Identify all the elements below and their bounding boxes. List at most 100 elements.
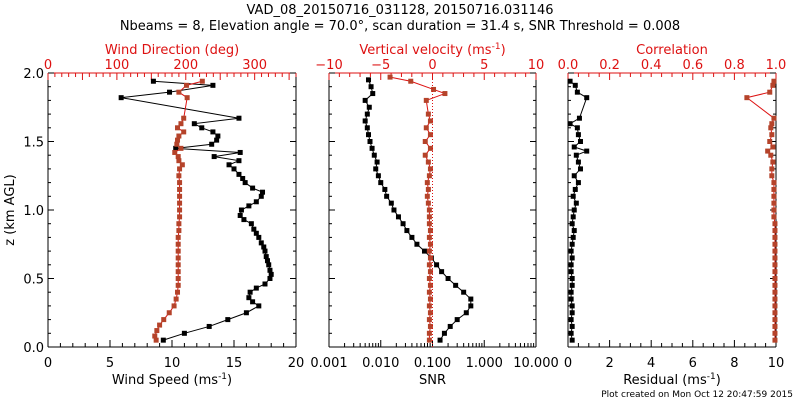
vertical-velocity-point [427, 241, 433, 247]
correlation-point [772, 241, 778, 247]
residual-point [571, 207, 577, 213]
vertical-velocity-point [425, 200, 431, 206]
residual-point [568, 248, 574, 254]
wind-speed-point [160, 337, 166, 343]
correlation-point [765, 148, 771, 154]
snr-point [388, 200, 394, 206]
vertical-velocity-point [426, 207, 432, 213]
y-tick-label: 1.0 [23, 204, 44, 219]
top-x-tick-label: −10 [315, 58, 342, 73]
wind-speed-point [268, 271, 274, 277]
top-x-tick-label: 300 [242, 58, 267, 73]
x-tick-label: 2 [605, 356, 613, 371]
wind-speed-point [238, 207, 244, 213]
snr-point [400, 221, 406, 227]
wind-speed-point [236, 171, 242, 177]
snr-point [453, 282, 459, 288]
snr-point [375, 173, 381, 179]
wind-speed-point [211, 154, 217, 160]
residual-point [572, 82, 578, 88]
vertical-velocity-point [426, 214, 432, 220]
residual-point [571, 228, 577, 234]
top-x-tick-label: 100 [104, 58, 129, 73]
snr-point [437, 337, 443, 343]
snr-point [421, 248, 427, 254]
correlation-point [770, 144, 776, 150]
vertical-velocity-point [426, 221, 432, 227]
correlation-point [768, 152, 774, 158]
vertical-velocity-point [427, 310, 433, 316]
x-tick-label: 10 [164, 356, 181, 371]
x-axis-title: SNR [419, 373, 446, 388]
wind-direction-point [199, 78, 205, 84]
snr-point [362, 97, 368, 103]
residual-point [573, 152, 579, 158]
vertical-velocity-point [408, 78, 414, 84]
x-tick-label: 0 [564, 356, 572, 371]
correlation-point [772, 282, 778, 288]
wind-direction-point [157, 322, 163, 328]
snr-line [364, 79, 472, 341]
wind-speed-point [253, 230, 259, 236]
wind-direction-point [183, 82, 189, 88]
wind-direction-point [175, 282, 181, 288]
vertical-velocity-point [426, 248, 432, 254]
residual-point [569, 303, 575, 309]
wind-speed-point [181, 330, 187, 336]
snr-point [362, 118, 368, 124]
x-tick-label: 1.000 [466, 356, 503, 371]
y-tick-label: 0.5 [23, 273, 44, 288]
snr-point [404, 228, 410, 234]
top-x-tick-label: 0.4 [641, 58, 662, 73]
wind-speed-line [121, 80, 272, 341]
wind-direction-point [173, 296, 179, 302]
wind-direction-point [177, 180, 183, 186]
correlation-point [770, 82, 776, 88]
wind-speed-point [247, 289, 253, 295]
correlation-point [772, 310, 778, 316]
snr-point [374, 159, 380, 165]
snr-point [384, 193, 390, 199]
correlation-point [771, 186, 777, 192]
correlation-point [769, 132, 775, 138]
correlation-point [767, 89, 773, 95]
wind-speed-point [248, 221, 254, 227]
wind-direction-point [177, 214, 183, 220]
snr-point [364, 125, 370, 131]
wind-direction-point [175, 289, 181, 295]
wind-direction-point [178, 145, 184, 151]
top-x-tick-label: 1.0 [766, 58, 787, 73]
vertical-velocity-point [422, 139, 428, 144]
wind-speed-point [253, 199, 259, 205]
correlation-point [772, 255, 778, 261]
vertical-velocity-point [427, 118, 433, 124]
top-x-tick-label: 10 [528, 58, 545, 73]
wind-direction-point [175, 269, 181, 275]
residual-point [584, 95, 590, 101]
correlation-point [771, 200, 777, 206]
wind-speed-point [167, 89, 173, 95]
wind-direction-point [175, 248, 181, 254]
y-axis-label: z (km AGL) [3, 174, 18, 245]
wind-speed-point [266, 262, 272, 268]
wind-speed-point [241, 217, 247, 223]
residual-point [572, 186, 578, 192]
wind-speed-point [250, 185, 256, 191]
wind-speed-point [237, 149, 243, 155]
vertical-velocity-point [423, 97, 429, 103]
wind-direction-point [154, 328, 160, 334]
residual-point [575, 180, 581, 186]
residual-point [584, 148, 590, 154]
wind-speed-point [246, 203, 252, 209]
residual-point [574, 125, 580, 131]
vertical-velocity-point [426, 289, 432, 295]
wind-speed-point [246, 295, 252, 301]
residual-point [569, 323, 575, 329]
residual-point [571, 144, 577, 150]
residual-point [569, 310, 575, 316]
wind-direction-point [161, 317, 167, 323]
correlation-point [769, 173, 775, 179]
wind-direction-point [176, 133, 182, 139]
residual-point [577, 166, 583, 172]
snr-point [463, 310, 469, 316]
